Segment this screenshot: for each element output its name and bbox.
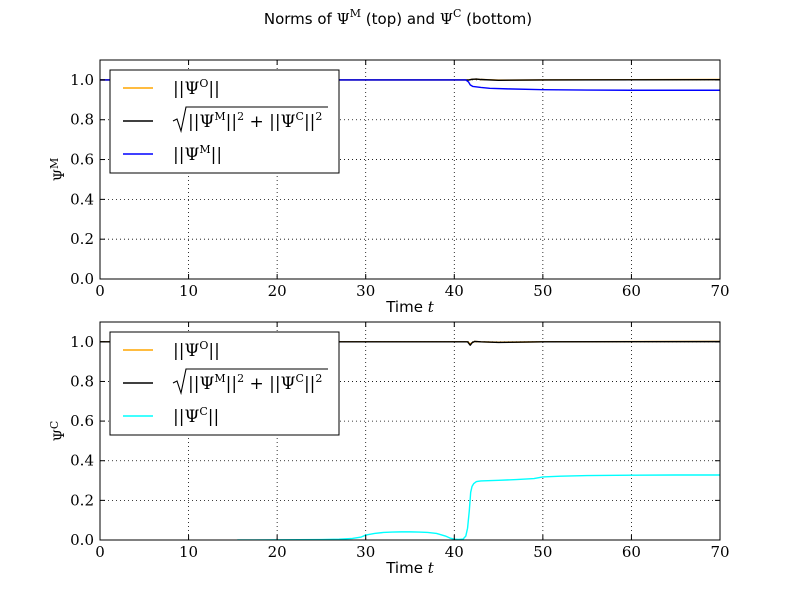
x-tick-label: 0 <box>95 543 105 561</box>
bottom-panel: 0 10 20 30 40 50 60 70 0.0 0.2 0.4 0.6 0.8 1.0 Time t Ψ… <box>48 321 730 577</box>
y-tick-label: 0.0 <box>70 270 94 288</box>
legend-label-2: ||ΨM||2 + ||ΨC||2 <box>188 372 322 394</box>
x-axis: 0 10 20 30 40 50 60 70 <box>95 322 730 561</box>
y-axis-label: ΨC <box>48 421 68 442</box>
y-tick-label: 0.4 <box>70 452 94 470</box>
y-axis-label: ΨM <box>48 158 68 182</box>
x-tick-label: 70 <box>710 282 729 300</box>
x-tick-label: 50 <box>533 543 552 561</box>
x-axis-label: Time t <box>385 298 435 316</box>
x-tick-label: 50 <box>533 282 552 300</box>
legend-label-1: ||ΨO|| <box>173 339 220 361</box>
title-psi-m: Ψ <box>337 10 350 28</box>
axes-frame <box>99 321 721 541</box>
y-tick-label: 0.2 <box>70 230 94 248</box>
x-axis-label: Time t <box>385 559 435 577</box>
y-tick-label: 0.2 <box>70 491 94 509</box>
title-prefix: Norms of <box>264 10 337 28</box>
title-suffix: (bottom) <box>461 10 532 28</box>
legend-label-1: ||ΨO|| <box>173 77 220 99</box>
y-axis: 0.0 0.2 0.4 0.6 0.8 1.0 <box>70 333 720 549</box>
title-psi-m-sup: M <box>350 7 361 20</box>
x-tick-label: 10 <box>179 282 198 300</box>
top-panel: 0 10 20 30 40 50 60 70 0.0 0.2 0.4 0.6 0.8 1.0 Time t Ψ… <box>48 59 730 316</box>
title-psi-c: Ψ <box>440 10 453 28</box>
legend-box <box>109 331 340 436</box>
y-tick-label: 0.6 <box>70 412 94 430</box>
x-tick-label: 20 <box>268 282 287 300</box>
legend: ||ΨO|| ||ΨM||2 + ||ΨC||2 ||ΨM|| <box>109 69 340 174</box>
axes-frame <box>99 59 721 280</box>
legend-label-3: ||ΨM|| <box>173 143 222 165</box>
legend-label-2: ||ΨM||2 + ||ΨC||2 <box>188 110 322 132</box>
x-tick-label: 40 <box>445 543 464 561</box>
x-tick-label: 30 <box>356 282 375 300</box>
y-tick-label: 0.6 <box>70 151 94 169</box>
legend-radical-2 <box>172 368 328 396</box>
legend: ||ΨO|| ||ΨM||2 + ||ΨC||2 ||ΨC|| <box>109 331 340 436</box>
y-tick-label: 1.0 <box>70 333 94 351</box>
y-axis: 0.0 0.2 0.4 0.6 0.8 1.0 <box>70 71 720 288</box>
series-line-blue <box>100 79 720 91</box>
y-tick-label: 1.0 <box>70 71 94 89</box>
y-tick-label: 0.4 <box>70 190 94 208</box>
y-tick-label: 0.8 <box>70 111 94 129</box>
x-tick-label: 30 <box>356 543 375 561</box>
x-tick-label: 0 <box>95 282 105 300</box>
x-tick-label: 70 <box>710 543 729 561</box>
x-tick-label: 60 <box>622 543 641 561</box>
y-tick-label: 0.8 <box>70 372 94 390</box>
figure-title: Norms of ΨM (top) and ΨC (bottom) <box>264 7 532 28</box>
x-tick-label: 40 <box>445 282 464 300</box>
legend-radical-2 <box>172 106 328 134</box>
series-group <box>100 78 720 91</box>
legend-label-3: ||ΨC|| <box>173 405 219 427</box>
x-tick-label: 20 <box>268 543 287 561</box>
x-tick-label: 60 <box>622 282 641 300</box>
x-tick-label: 10 <box>179 543 198 561</box>
series-line-black <box>100 340 720 346</box>
title-psi-c-sup: C <box>453 7 461 20</box>
series-line-black <box>100 78 720 82</box>
x-axis: 0 10 20 30 40 50 60 70 <box>95 60 730 300</box>
y-tick-label: 0.0 <box>70 531 94 549</box>
title-mid: (top) and <box>361 10 440 28</box>
